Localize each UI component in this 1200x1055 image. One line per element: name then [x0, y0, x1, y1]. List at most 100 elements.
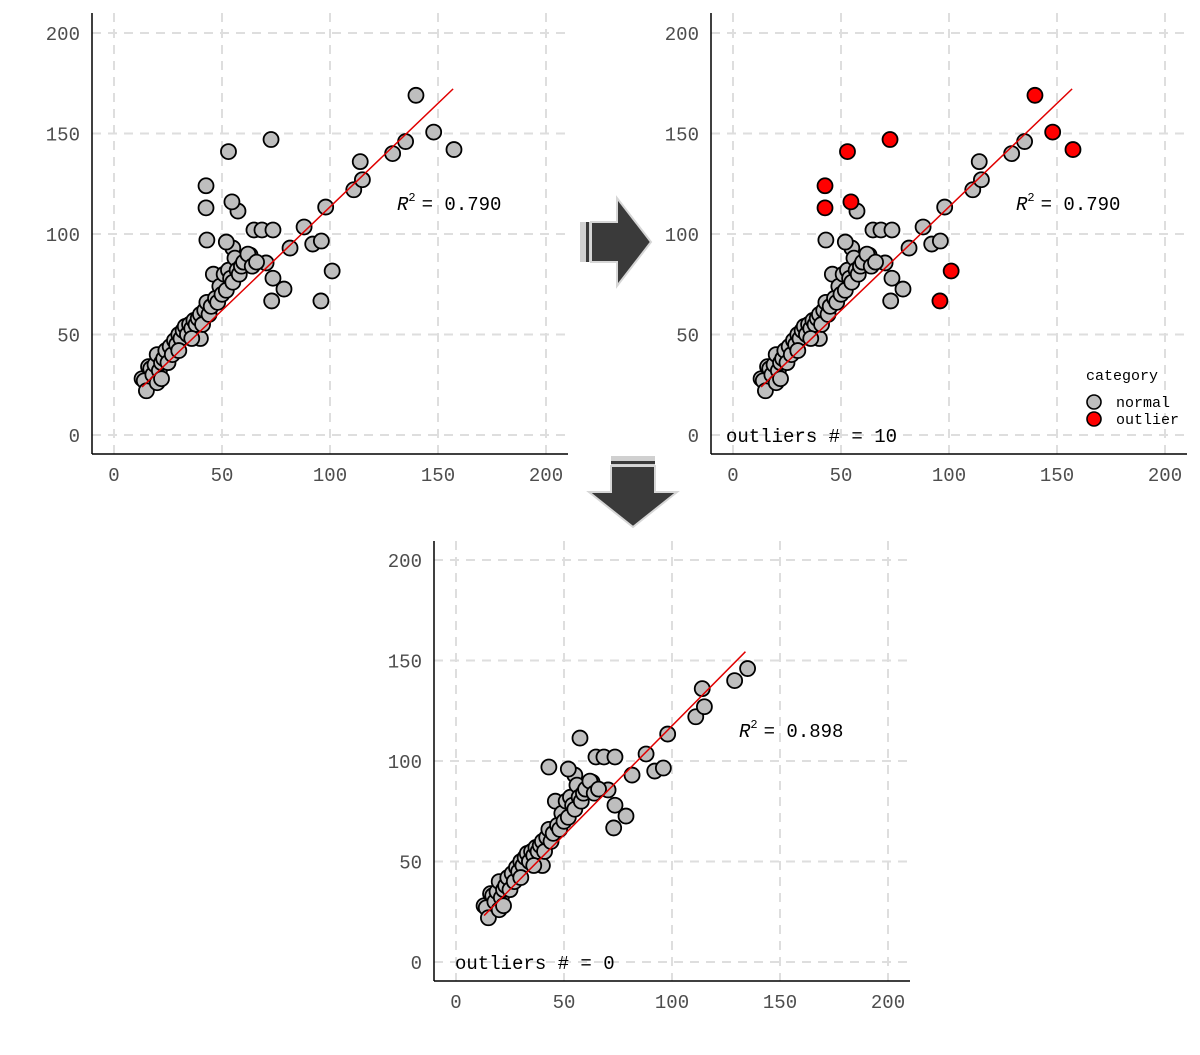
- regression-line: [483, 651, 746, 917]
- data-point-outlier: [262, 131, 280, 148]
- data-point-outlier: [1064, 141, 1082, 158]
- data-point-outlier: [223, 193, 241, 211]
- r-symbol: R: [397, 194, 409, 216]
- data-point-normal: [351, 153, 369, 171]
- x-tick-label: 100: [655, 992, 689, 1014]
- arrow-down-icon: [586, 456, 680, 529]
- legend-label-outlier: outlier: [1116, 412, 1179, 429]
- legend-label-normal: normal: [1116, 395, 1170, 412]
- scatter-panel-2: 0 50 100 150 200 0 50 100 150 200 R2 = 0.790 outlier…: [665, 13, 1187, 487]
- y-tick-label: 0: [688, 426, 699, 448]
- data-point-normal: [883, 269, 901, 287]
- regression-line: [141, 88, 454, 388]
- data-point-normal: [973, 171, 990, 189]
- x-tick-label: 200: [1148, 465, 1182, 487]
- data-point-normal: [936, 198, 954, 216]
- data-point-normal: [384, 145, 402, 163]
- data-point-normal: [836, 233, 854, 251]
- data-point-outlier: [407, 86, 425, 104]
- data-point-normal: [275, 280, 293, 298]
- data-point-normal: [789, 342, 807, 359]
- superscript-2: 2: [408, 191, 415, 205]
- y-tick-label: 50: [676, 326, 699, 348]
- x-tick-label: 150: [421, 465, 455, 487]
- y-tick-label: 200: [388, 551, 422, 573]
- data-point-normal: [1003, 145, 1021, 163]
- y-tick-label: 50: [57, 326, 80, 348]
- data-point-normal: [397, 133, 415, 150]
- x-tick-label: 150: [763, 992, 797, 1014]
- x-tick-label: 0: [450, 992, 461, 1014]
- outlier-count-annotation: outliers # = 0: [455, 953, 615, 975]
- regression-line: [760, 88, 1073, 388]
- outlier-count-annotation: outliers # = 10: [726, 426, 897, 448]
- y-tick-label: 100: [388, 752, 422, 774]
- data-point-normal: [726, 672, 744, 689]
- x-tick-label: 200: [871, 992, 905, 1014]
- data-point-normal: [914, 218, 932, 236]
- scatter-panel-3: 0 50 100 150 200 0 50 100 150 200 R2 = 0.898 outlier…: [388, 541, 910, 1014]
- data-point-normal: [970, 153, 988, 171]
- data-point-normal: [605, 819, 623, 837]
- r-squared-value: = 0.898: [764, 721, 844, 743]
- data-point-normal: [295, 218, 313, 236]
- y-tick-label: 50: [399, 853, 422, 875]
- r-squared-annotation: R2 = 0.790: [1016, 191, 1120, 216]
- data-point-normal: [170, 342, 188, 359]
- data-point-normal: [263, 292, 281, 310]
- y-tick-label: 200: [665, 24, 699, 46]
- data-point-outlier: [312, 292, 330, 310]
- legend-key-normal: [1086, 394, 1102, 410]
- data-point-normal: [900, 239, 918, 257]
- x-tick-label: 100: [313, 465, 347, 487]
- data-point-outlier: [220, 143, 237, 160]
- r-symbol: R: [1016, 194, 1028, 216]
- data-point-normal: [153, 370, 170, 388]
- data-point-normal: [590, 780, 607, 798]
- data-point-normal: [264, 269, 282, 287]
- r-squared-annotation: R2 = 0.898: [739, 718, 843, 743]
- data-point-normal: [540, 758, 558, 776]
- data-point-outlier: [816, 199, 834, 217]
- data-point-normal: [772, 370, 789, 388]
- y-tick-label: 100: [46, 225, 80, 247]
- data-point-normal: [312, 232, 330, 250]
- data-point-normal: [571, 729, 589, 747]
- data-point-normal: [495, 897, 512, 915]
- data-point-normal: [248, 253, 265, 271]
- x-tick-label: 150: [1040, 465, 1074, 487]
- data-point-outlier: [842, 193, 860, 211]
- data-point-normal: [198, 231, 216, 249]
- data-point-outlier: [839, 143, 856, 160]
- data-point-normal: [1016, 133, 1033, 150]
- data-point-outlier: [1044, 123, 1062, 141]
- data-point-normal: [317, 198, 335, 216]
- data-point-normal: [637, 745, 655, 763]
- data-point-outlier: [942, 262, 960, 280]
- data-point-outlier: [881, 131, 899, 148]
- data-point-normal: [353, 171, 371, 189]
- data-point-outlier: [1026, 86, 1044, 104]
- data-point-outlier: [197, 199, 215, 217]
- legend-title: category: [1086, 368, 1158, 385]
- r-squared-value: = 0.790: [1041, 194, 1121, 216]
- data-point-normal: [606, 748, 624, 766]
- data-point-normal: [931, 232, 949, 250]
- r-squared-value: = 0.790: [422, 194, 502, 216]
- y-tick-label: 200: [46, 24, 80, 46]
- x-tick-label: 0: [108, 465, 119, 487]
- data-point-normal: [623, 766, 641, 784]
- y-tick-label: 100: [665, 225, 699, 247]
- data-point-normal: [867, 253, 884, 271]
- data-point-normal: [281, 239, 299, 257]
- data-point-normal: [739, 660, 756, 677]
- data-point-normal: [617, 807, 635, 825]
- superscript-2: 2: [1027, 191, 1034, 205]
- x-tick-label: 200: [529, 465, 563, 487]
- arrow-right-icon: [580, 195, 653, 289]
- x-tick-label: 50: [211, 465, 234, 487]
- data-point-normal: [217, 233, 235, 251]
- data-point-normal: [264, 221, 282, 239]
